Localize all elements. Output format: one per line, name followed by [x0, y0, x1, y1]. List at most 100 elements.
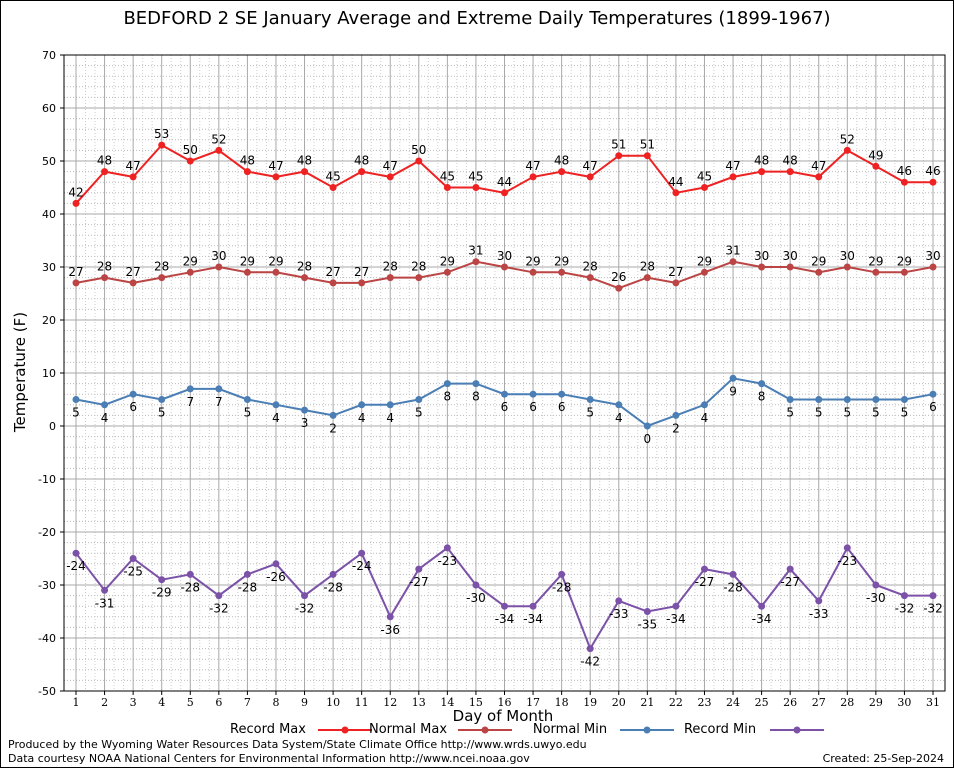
- data-label: -23: [837, 554, 857, 568]
- data-label: 29: [897, 254, 912, 268]
- data-point: [415, 274, 423, 282]
- data-label: -32: [295, 602, 315, 616]
- data-point: [929, 390, 937, 398]
- data-point: [843, 544, 851, 552]
- data-label: 6: [501, 400, 509, 414]
- data-point: [672, 189, 680, 197]
- data-label: 29: [554, 254, 569, 268]
- data-label: -27: [780, 575, 800, 589]
- data-point: [758, 263, 766, 271]
- data-label: -24: [352, 559, 372, 573]
- data-label: 27: [325, 265, 340, 279]
- x-tick-label: 3: [130, 696, 137, 709]
- x-tick-label: 5: [187, 696, 194, 709]
- x-tick-label: 12: [383, 696, 397, 709]
- series-record-min: -24-31-25-29 -28-32-28-26-32-28-24-36-27-…: [66, 544, 943, 669]
- data-label: 48: [297, 154, 312, 168]
- data-point: [329, 570, 337, 578]
- data-label: 27: [354, 265, 369, 279]
- data-label: -23: [438, 554, 458, 568]
- data-label: -32: [209, 602, 229, 616]
- data-point: [501, 602, 508, 610]
- data-label: 29: [811, 254, 826, 268]
- data-point: [843, 396, 851, 403]
- data-point: [272, 401, 280, 409]
- data-label: 48: [554, 154, 569, 168]
- data-point: [158, 396, 166, 403]
- data-point: [158, 576, 166, 584]
- data-label: 47: [525, 159, 540, 173]
- data-point: [386, 274, 394, 282]
- data-point: [129, 279, 137, 287]
- data-point: [215, 263, 223, 271]
- legend-label: Normal Max: [369, 722, 447, 737]
- data-point: [929, 263, 937, 271]
- data-label: 53: [154, 127, 169, 141]
- data-label: 4: [615, 411, 623, 425]
- data-point: [243, 268, 251, 276]
- data-label: 8: [444, 390, 452, 404]
- legend-label: Record Min: [684, 722, 756, 737]
- data-point: [843, 263, 851, 271]
- data-label: -32: [895, 602, 915, 616]
- data-point: [501, 189, 508, 197]
- data-label: 50: [411, 143, 426, 157]
- x-axis-label: Day of Month: [453, 707, 554, 725]
- data-point: [672, 279, 680, 287]
- data-point: [700, 565, 708, 573]
- data-label: 2: [672, 421, 680, 435]
- data-point: [558, 168, 566, 176]
- data-label: 45: [325, 170, 340, 184]
- data-point: [872, 162, 880, 170]
- data-label: 6: [929, 400, 937, 414]
- x-tick-label: 4: [158, 696, 165, 709]
- data-point: [443, 380, 451, 388]
- data-point: [272, 560, 280, 568]
- data-point: [358, 168, 366, 176]
- data-point: [672, 411, 680, 419]
- data-point: [386, 401, 394, 409]
- data-point: [72, 279, 80, 287]
- data-label: 28: [640, 260, 655, 274]
- y-tick-label: -20: [38, 526, 56, 539]
- data-label: 28: [583, 260, 598, 274]
- x-tick-label: 14: [440, 696, 454, 709]
- y-tick-label: 10: [42, 367, 56, 380]
- data-point: [101, 274, 109, 282]
- x-tick-label: 24: [726, 696, 740, 709]
- data-label: 5: [415, 406, 423, 420]
- data-label: 29: [868, 254, 883, 268]
- x-tick-label: 1: [73, 696, 80, 709]
- data-label: -28: [323, 580, 343, 594]
- x-tick-label: 19: [583, 696, 597, 709]
- data-label: -27: [409, 575, 429, 589]
- data-point: [815, 268, 823, 276]
- data-point: [815, 173, 823, 181]
- data-point: [615, 597, 623, 605]
- data-point: [786, 263, 794, 271]
- data-label: 47: [383, 159, 398, 173]
- data-label: 48: [783, 154, 798, 168]
- data-point: [815, 396, 823, 403]
- data-point: [386, 173, 394, 181]
- data-point: [758, 602, 766, 610]
- data-point: [129, 390, 137, 398]
- data-point: [215, 146, 223, 154]
- y-tick-label: 0: [49, 420, 56, 433]
- data-label: 42: [68, 185, 83, 199]
- data-point: [615, 284, 623, 292]
- legend-label: Normal Min: [533, 722, 607, 737]
- data-point: [243, 168, 251, 176]
- data-label: -34: [752, 612, 772, 626]
- data-point: [929, 178, 937, 186]
- x-tick-label: 9: [301, 696, 308, 709]
- data-label: 48: [354, 154, 369, 168]
- data-point: [329, 279, 337, 287]
- data-point: [472, 258, 480, 266]
- data-label: -33: [809, 607, 829, 621]
- data-point: [443, 184, 451, 191]
- data-label: 30: [754, 249, 769, 263]
- legend-marker: [793, 726, 801, 734]
- data-point: [786, 168, 794, 176]
- x-tick-label: 26: [783, 696, 797, 709]
